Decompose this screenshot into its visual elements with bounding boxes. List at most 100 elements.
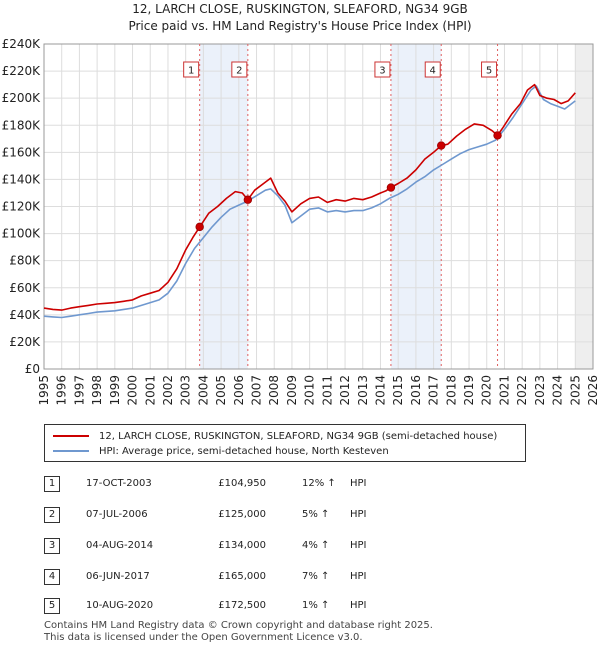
x-tick-label: 2015 [391, 375, 405, 406]
x-tick-label: 2002 [161, 375, 175, 406]
legend-item-hpi: HPI: Average price, semi-detached house,… [53, 444, 389, 458]
y-tick-label: £160K [2, 145, 42, 159]
x-tick-label: 2001 [143, 375, 157, 406]
plot-frame [43, 43, 594, 370]
x-tick-label: 2005 [214, 375, 228, 406]
sale-date: 10-AUG-2020 [86, 600, 154, 611]
sale-date: 04-AUG-2014 [86, 540, 154, 551]
table-row: 2 07-JUL-2006 £125,000 5% ↑ HPI [44, 507, 564, 525]
x-tick-label: 2009 [285, 375, 299, 406]
y-tick-label: £40K [9, 308, 41, 322]
table-row: 1 17-OCT-2003 £104,950 12% ↑ HPI [44, 476, 564, 494]
y-tick-label: £60K [9, 281, 41, 295]
sale-label-box [424, 61, 441, 78]
price-chart: £0 £20K £40K £60K £80K £100K £120K £140K £160K £1… [2, 37, 600, 406]
x-tick-label: 2023 [533, 375, 547, 406]
chart-title: 12, LARCH CLOSE, RUSKINGTON, SLEAFORD, N… [132, 2, 468, 16]
sale-price: £125,000 [218, 509, 266, 520]
sale-date: 07-JUL-2006 [86, 509, 148, 520]
x-tick-label: 1998 [90, 375, 104, 406]
sale-number-badge: 4 [44, 569, 60, 585]
x-tick-label: 1996 [55, 375, 69, 406]
sale-point [195, 222, 204, 232]
x-tick-label: 2024 [551, 375, 565, 406]
sale-price: £172,500 [218, 600, 266, 611]
x-tick-label: 2019 [462, 375, 476, 406]
sale-label-number: 1 [188, 66, 194, 77]
sale-date: 06-JUN-2017 [86, 571, 150, 582]
sale-number-badge: 2 [44, 507, 60, 523]
x-tick-label: 2000 [126, 375, 140, 406]
x-tick-label: 1997 [72, 375, 86, 406]
x-tick-label: 2011 [320, 375, 334, 406]
sale-point [243, 195, 253, 204]
sale-point [437, 141, 446, 150]
x-tick-label: 2004 [196, 375, 210, 406]
sale-label-box [183, 61, 200, 78]
y-tick-label: £20K [9, 335, 41, 349]
x-tick-label: 2008 [267, 375, 281, 406]
footer-licence: This data is licensed under the Open Gov… [44, 632, 363, 643]
x-tick-label: 2012 [338, 375, 352, 406]
x-tick-label: 1995 [37, 375, 51, 406]
x-tick-label: 2014 [373, 375, 387, 406]
x-tick-label: 2021 [497, 375, 511, 406]
legend-swatch-hpi [53, 450, 89, 452]
sale-price: £165,000 [218, 571, 266, 582]
hpi-percent: 7% ↑ [302, 571, 330, 582]
x-tick-label: 2006 [232, 375, 246, 406]
x-tick-label: 2026 [586, 375, 600, 406]
hpi-percent: 12% ↑ [302, 478, 336, 489]
sale-price: £104,950 [218, 478, 266, 489]
x-tick-label: 2003 [179, 375, 193, 406]
legend-label-property: 12, LARCH CLOSE, RUSKINGTON, SLEAFORD, N… [99, 430, 498, 442]
legend-label-hpi: HPI: Average price, semi-detached house,… [99, 445, 389, 457]
hpi-label: HPI [350, 600, 367, 611]
y-tick-label: £120K [2, 200, 42, 214]
sale-number-badge: 5 [44, 598, 60, 614]
sale-label-number: 5 [486, 66, 492, 77]
y-tick-label: £80K [9, 254, 41, 268]
chart-subtitle: Price paid vs. HM Land Registry's House … [128, 19, 472, 33]
sale-label-number: 3 [379, 66, 385, 77]
x-tick-label: 2018 [444, 375, 458, 406]
x-tick-label: 2013 [356, 375, 370, 406]
footer-copyright: Contains HM Land Registry data © Crown c… [44, 620, 433, 631]
sale-point [493, 131, 502, 140]
hpi-label: HPI [350, 509, 367, 520]
table-row: 3 04-AUG-2014 £134,000 4% ↑ HPI [44, 538, 564, 556]
table-row: 5 10-AUG-2020 £172,500 1% ↑ HPI [44, 598, 564, 616]
hpi-label: HPI [350, 540, 367, 551]
hpi-label: HPI [350, 478, 367, 489]
y-tick-label: £220K [2, 64, 42, 78]
hpi-percent: 4% ↑ [302, 540, 330, 551]
y-tick-label: £140K [2, 172, 42, 186]
sale-number-badge: 3 [44, 538, 60, 554]
sale-price: £134,000 [218, 540, 266, 551]
hpi-label: HPI [350, 571, 367, 582]
y-tick-label: £0 [25, 362, 40, 376]
sale-label-box [231, 61, 248, 78]
x-tick-label: 2010 [303, 375, 317, 406]
sale-label-number: 4 [430, 66, 436, 77]
x-tick-label: 2007 [250, 375, 264, 406]
sale-point [386, 183, 396, 192]
x-tick-label: 2017 [427, 375, 441, 406]
y-tick-label: £100K [2, 227, 42, 241]
sale-label-box [481, 61, 498, 78]
sale-label-box [374, 61, 391, 78]
y-tick-label: £240K [2, 37, 42, 51]
hpi-percent: 5% ↑ [302, 509, 330, 520]
x-tick-label: 2025 [568, 375, 582, 406]
legend: 12, LARCH CLOSE, RUSKINGTON, SLEAFORD, N… [44, 424, 526, 462]
hpi-percent: 1% ↑ [302, 600, 330, 611]
sale-label-number: 2 [236, 66, 242, 77]
x-tick-label: 2020 [480, 375, 494, 406]
legend-item-property: 12, LARCH CLOSE, RUSKINGTON, SLEAFORD, N… [53, 429, 497, 443]
sale-date: 17-OCT-2003 [86, 478, 152, 489]
y-tick-label: £180K [2, 118, 42, 132]
table-row: 4 06-JUN-2017 £165,000 7% ↑ HPI [44, 569, 564, 587]
x-tick-label: 2016 [409, 375, 423, 406]
sale-number-badge: 1 [44, 476, 60, 492]
x-tick-label: 1999 [108, 375, 122, 406]
